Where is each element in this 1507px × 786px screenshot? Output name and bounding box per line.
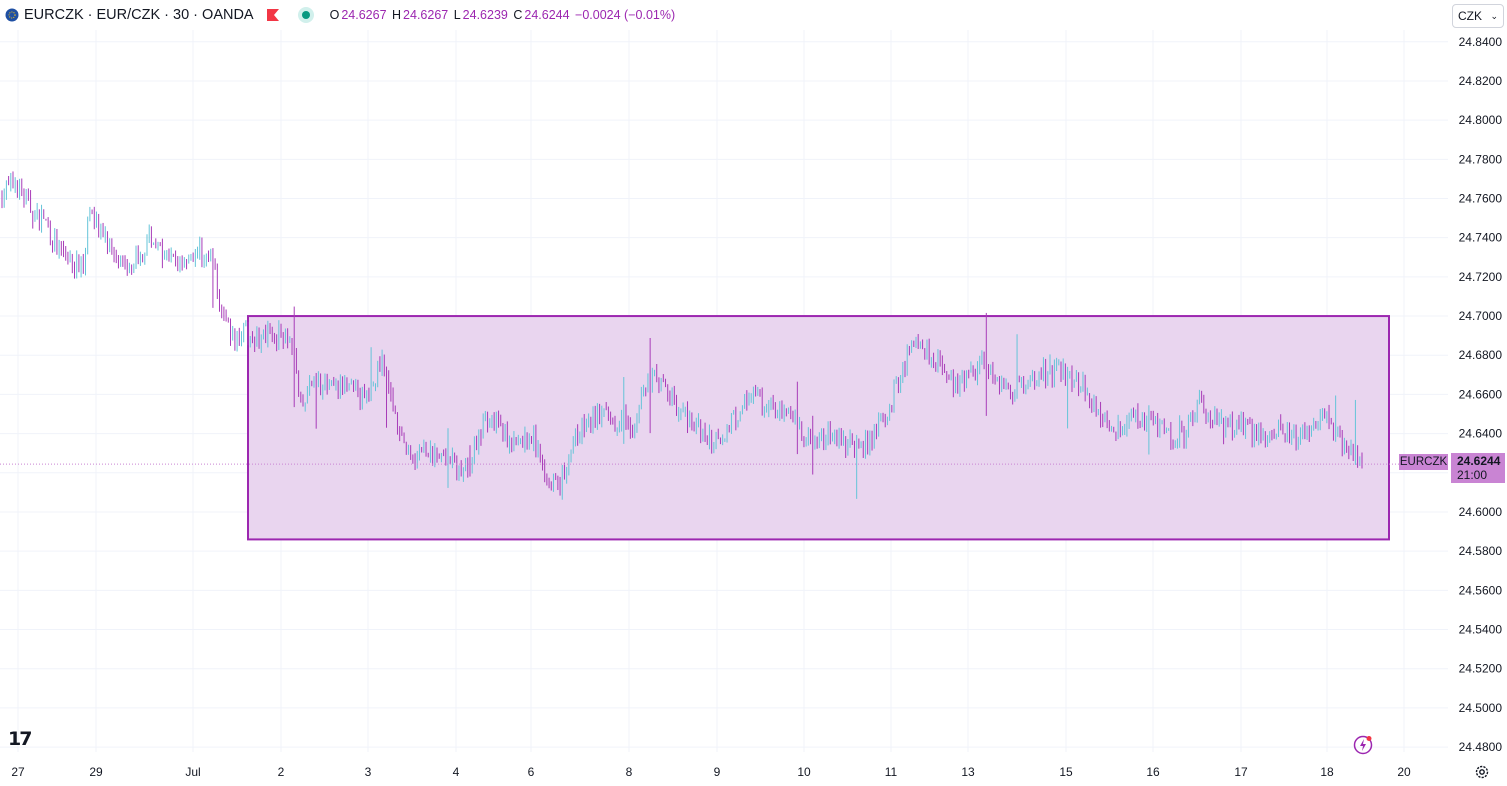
- market-status-icon[interactable]: [297, 7, 314, 23]
- close-label: C: [513, 8, 523, 22]
- flag-eu-cz-icon: [5, 8, 19, 22]
- y-tick-label: 24.7000: [1459, 309, 1503, 323]
- y-tick-label: 24.7400: [1459, 231, 1503, 245]
- y-tick-label: 24.4800: [1459, 740, 1503, 754]
- current-price-value: 24.6244: [1457, 454, 1501, 468]
- lightning-icon[interactable]: [1353, 735, 1373, 755]
- candlestick-series: [1, 171, 1363, 500]
- current-price-tag: 24.6244 21:00: [1451, 453, 1505, 483]
- x-tick-label: Jul: [185, 765, 200, 779]
- y-tick-label: 24.8400: [1459, 35, 1503, 49]
- y-tick-label: 24.6800: [1459, 348, 1503, 362]
- low-value: 24.6239: [462, 8, 508, 22]
- x-tick-label: 16: [1146, 765, 1160, 779]
- price-axis[interactable]: 24.8400 24.8200 24.8000 24.7800 24.7600 24.74…: [1459, 35, 1503, 754]
- x-tick-label: 4: [453, 765, 460, 779]
- x-tick-label: 2: [278, 765, 285, 779]
- open-value: 24.6267: [341, 8, 387, 22]
- x-tick-label: 27: [11, 765, 25, 779]
- x-tick-label: 11: [885, 765, 898, 779]
- ohlc-values: O 24.6267 H 24.6267 L 24.6239 C 24.6244 −0.0…: [330, 8, 678, 22]
- y-tick-label: 24.6600: [1459, 387, 1503, 401]
- x-tick-label: 20: [1397, 765, 1411, 779]
- time-axis[interactable]: 27 29 Jul 2 3 4 6 8 9 10 11 13 15 16 17 18 20: [11, 765, 1411, 779]
- x-tick-label: 6: [528, 765, 535, 779]
- close-value: 24.6244: [524, 8, 570, 22]
- y-tick-label: 24.6400: [1459, 427, 1503, 441]
- y-tick-label: 24.5600: [1459, 583, 1503, 597]
- y-tick-label: 24.7600: [1459, 191, 1503, 205]
- x-tick-label: 13: [961, 765, 975, 779]
- y-tick-label: 24.5800: [1459, 544, 1503, 558]
- y-tick-label: 24.8200: [1459, 74, 1503, 88]
- tradingview-logo[interactable]: 17: [8, 728, 32, 750]
- flag-marker-icon[interactable]: [266, 8, 280, 22]
- y-tick-label: 24.5400: [1459, 623, 1503, 637]
- rectangle-drawing[interactable]: [247, 315, 1390, 541]
- y-tick-label: 24.8000: [1459, 113, 1503, 127]
- high-label: H: [392, 8, 402, 22]
- y-tick-label: 24.7200: [1459, 270, 1503, 284]
- low-label: L: [453, 8, 461, 22]
- symbol-title[interactable]: EURCZK · EUR/CZK · 30 · OANDA: [24, 7, 254, 23]
- range-rectangle: [247, 315, 1390, 541]
- currency-selector[interactable]: CZK ⌄: [1452, 4, 1504, 28]
- x-tick-label: 3: [365, 765, 372, 779]
- x-tick-label: 18: [1320, 765, 1334, 779]
- x-tick-label: 29: [89, 765, 103, 779]
- open-label: O: [329, 8, 340, 22]
- gear-icon[interactable]: [1474, 764, 1490, 780]
- y-tick-label: 24.5200: [1459, 662, 1503, 676]
- high-value: 24.6267: [403, 8, 449, 22]
- y-tick-label: 24.6000: [1459, 505, 1503, 519]
- y-tick-label: 24.7800: [1459, 152, 1503, 166]
- change-value: −0.0024 (−0.01%): [575, 8, 676, 22]
- x-tick-label: 9: [714, 765, 721, 779]
- x-tick-label: 15: [1059, 765, 1073, 779]
- chevron-down-icon: ⌄: [1490, 10, 1498, 21]
- x-tick-label: 17: [1234, 765, 1248, 779]
- x-tick-label: 10: [797, 765, 811, 779]
- chart-header: EURCZK · EUR/CZK · 30 · OANDA O 24.6267 H…: [0, 0, 677, 30]
- y-tick-label: 24.5000: [1459, 701, 1503, 715]
- x-tick-label: 8: [626, 765, 633, 779]
- bar-countdown: 21:00: [1457, 468, 1488, 482]
- currency-value: CZK: [1458, 9, 1482, 23]
- symbol-price-label: EURCZK: [1399, 454, 1448, 470]
